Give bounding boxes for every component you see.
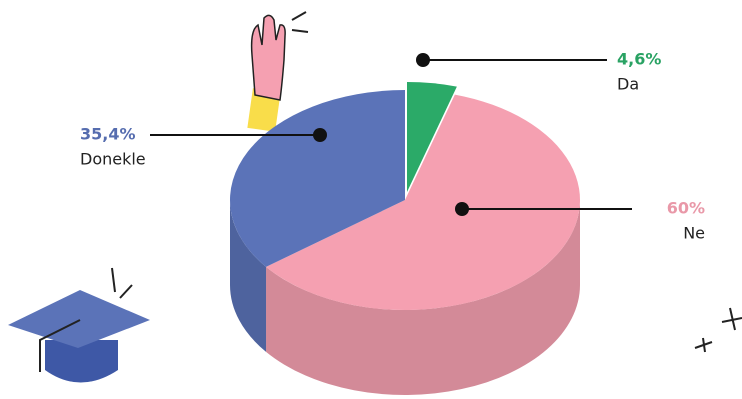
category-label: Donekle [80,150,146,169]
category-label: Ne [683,224,705,243]
pie-slice [407,82,457,192]
pie-tops [229,82,581,311]
value-label: 4,6% [617,50,661,69]
leader-dot [313,128,327,142]
leader-dot [416,53,430,67]
value-label: 60% [667,199,705,218]
value-label: 35,4% [80,125,136,144]
leader-dot [455,202,469,216]
sparkle [694,307,742,353]
pie-slice [266,94,581,311]
hand-illustration [247,11,309,132]
pie-slice-side [266,200,581,395]
pie-slice-side [230,200,267,352]
graduation-cap [8,267,150,383]
pie-sides [230,200,581,395]
category-label: Da [617,75,639,94]
